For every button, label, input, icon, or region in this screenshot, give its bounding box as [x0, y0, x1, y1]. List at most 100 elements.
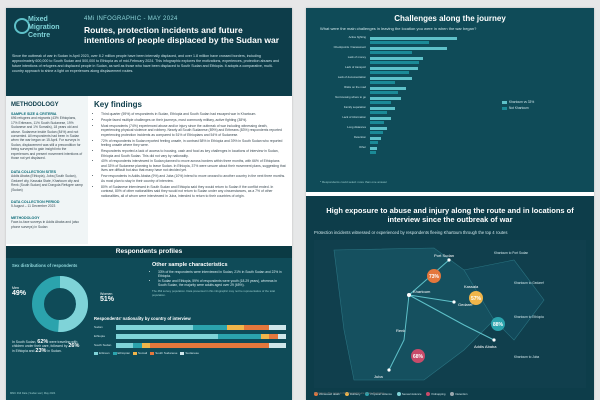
children-text-1: In South Sudan, — [12, 340, 37, 344]
map-legend-item: Robbery — [344, 392, 360, 397]
challenge-bar-khartoum — [370, 47, 447, 50]
challenge-bar-other — [370, 90, 398, 94]
challenge-row: Not knowing where to go — [320, 95, 582, 104]
map-legend-item: Physical violence — [365, 392, 392, 397]
key-finding-item: 40% of respondents interviewed in Sudan … — [101, 159, 286, 173]
route-label-4: Khartoum to Juba — [514, 355, 539, 359]
gedaref-marker-icon — [452, 300, 456, 304]
kassala-label: Kassala — [464, 284, 479, 289]
map-legend-item: Witnessed death — [314, 392, 340, 397]
legend-a-label: Khartoum vs 33% — [509, 100, 535, 104]
challenge-bar-khartoum — [370, 127, 387, 130]
women-label: Women — [100, 292, 113, 296]
port-sudan-label: Port Sudan — [434, 253, 454, 258]
map-ethiopia-region — [463, 259, 545, 341]
gedaref-label: Gedaref — [458, 302, 473, 307]
legend-item-a: Khartoum vs 33% — [502, 100, 534, 104]
method-heading: METHODOLOGY — [11, 216, 40, 220]
respondents-profiles: Respondents profiles Sex distributions o… — [6, 246, 292, 400]
pct-4: 68% — [413, 354, 424, 360]
map-legend: Witnessed death Robbery Physical violence S… — [314, 392, 586, 397]
juba-marker-icon — [387, 368, 391, 372]
challenges-question: What were the main challenges in leaving… — [320, 26, 477, 31]
challenge-label: Lack of information — [342, 115, 366, 119]
key-findings-list: Third quarter (59%) of respondents in Su… — [94, 112, 286, 198]
logo-mark-icon — [14, 18, 30, 34]
children-text-2: were traveling with children under their… — [12, 340, 78, 349]
left-footer: MMC 4Mi Data | Sudan war | May 2024 — [10, 392, 56, 395]
nationality-segment — [116, 342, 133, 348]
map-legend-item: Sexual violence — [396, 392, 421, 397]
nationality-segment — [269, 333, 278, 339]
children-pct-2: 26% — [68, 343, 80, 350]
intro-text: Since the outbreak of war in Sudan in Ap… — [12, 54, 280, 73]
collection-block: DATA COLLECTION SITES Addis Ababa (Ethio… — [11, 170, 83, 192]
other-title: Other sample characteristics — [152, 262, 228, 268]
challenge-bar-other — [370, 140, 379, 144]
challenge-row: Lack of documentation — [320, 75, 582, 84]
children-text-3: in Ethiopia and — [12, 348, 35, 353]
nationality-segment — [218, 333, 261, 339]
sample-heading: SAMPLE SIZE & CRITERIA — [11, 112, 57, 116]
pct-3: 88% — [493, 322, 504, 328]
nationality-legend-item: Ethiopian — [112, 351, 130, 355]
challenge-label: Active fighting — [348, 35, 366, 39]
challenge-label: Detention — [354, 135, 366, 139]
challenge-row: Checkpoints / harassment — [320, 45, 582, 54]
route-label-2: Khartoum to Gedaref — [514, 281, 544, 285]
abuse-section: High exposure to abuse and injury along … — [306, 196, 594, 400]
nationality-row-label: Ethiopia — [94, 334, 105, 338]
characteristic-item: 33% of the respondents were interviewed … — [158, 270, 286, 279]
route-label-3: Khartoum to Ethiopia — [514, 315, 544, 319]
logo-text: Mixed Migration Centre — [28, 16, 60, 39]
challenge-row: Active fighting — [320, 35, 582, 44]
key-finding-item: Most respondents (74%) experienced abuse… — [101, 124, 286, 138]
children-stat: In South Sudan, 62% were traveling with … — [12, 339, 82, 353]
women-pct: 51% — [100, 296, 115, 303]
map-legend-item: Detention — [450, 392, 467, 397]
pct-bubble-2 — [469, 291, 483, 305]
challenge-bar-other — [370, 60, 419, 64]
key-findings: Key findings Third quarter (59%) of resp… — [94, 100, 286, 200]
challenge-row: Family separation — [320, 105, 582, 114]
challenge-bar-khartoum — [370, 37, 457, 40]
route-map: Khartoum Port Sudan Gedaref Kassala Addi… — [314, 240, 586, 388]
legend-b-label: Not Khartoum — [509, 106, 529, 110]
khartoum-label: Khartoum — [413, 289, 431, 294]
method-block: METHODOLOGY Face-to-face surveys in Addi… — [11, 216, 83, 229]
challenge-bar-khartoum — [370, 77, 412, 80]
nationality-segment — [141, 342, 150, 348]
period-heading: DATA COLLECTION PERIOD — [11, 200, 60, 204]
challenge-label: Not knowing where to go — [335, 95, 366, 99]
challenge-bar-other — [370, 130, 383, 134]
abuse-sub: Protection incidents witnessed or experi… — [314, 230, 508, 235]
challenge-label: Lack of money — [347, 55, 366, 59]
renk-label: Renk — [396, 328, 405, 333]
nationality-chart: Sudan Ethiopia South Sudan Eritrean Ethiopia… — [94, 324, 286, 355]
women-label-block: Women 51% — [100, 292, 114, 303]
nationality-legend-item: South Sudanese — [150, 351, 177, 355]
challenge-bar-other — [370, 150, 376, 154]
methodology-title: METHODOLOGY — [11, 102, 59, 108]
legend-item-b: Not Khartoum — [502, 106, 534, 110]
sample-block: SAMPLE SIZE & CRITERIA 696 refugees and … — [11, 112, 83, 160]
route-addis-line — [408, 294, 495, 341]
nationality-segment — [133, 342, 142, 348]
infographic-page-right: Challenges along the journey What were t… — [306, 8, 594, 400]
kicker: 4Mi INFOGRAPHIC - MAY 2024 — [84, 16, 178, 22]
key-finding-item: People faced multiple challenges on thei… — [101, 118, 286, 123]
nationality-legend-item: Somali — [133, 351, 147, 355]
challenge-label: Long distances — [347, 125, 366, 129]
key-findings-title: Key findings — [94, 100, 143, 109]
challenge-label: Lack of transport — [345, 65, 366, 69]
sample-note: The 4Mi survey population. Data presente… — [152, 289, 275, 298]
collection-heading: DATA COLLECTION SITES — [11, 170, 57, 174]
addis-marker-icon — [492, 338, 496, 342]
nationality-row: Ethiopia — [94, 333, 286, 339]
nationality-segment — [150, 342, 269, 348]
challenge-bar-other — [370, 110, 387, 114]
juba-label: Juba — [374, 374, 383, 379]
challenge-bar-khartoum — [370, 117, 391, 120]
method-text: Face-to-face surveys in Addis Ababa and … — [11, 220, 79, 229]
nationality-row-label: Sudan — [94, 325, 103, 329]
